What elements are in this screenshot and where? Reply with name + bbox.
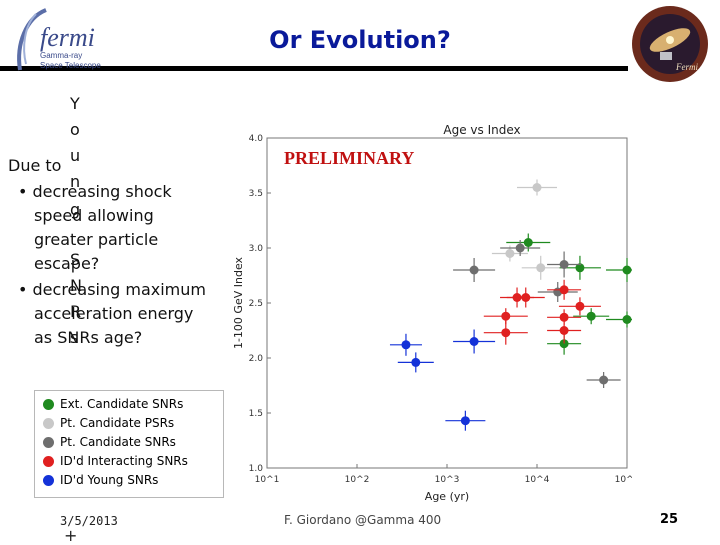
data-point bbox=[521, 293, 531, 302]
page-title: Or Evolution? bbox=[269, 26, 451, 54]
body-line: escape? bbox=[34, 254, 100, 273]
data-point bbox=[536, 263, 546, 273]
vertical-letter: N bbox=[70, 276, 82, 295]
body-line: Due to bbox=[8, 156, 62, 175]
x-tick-label: 10^5 bbox=[615, 475, 632, 485]
y-ticks: 1.0 1.5 2.0 2.5 3.0 3.5 4.0 bbox=[249, 134, 271, 474]
legend-item: ID'd Interacting SNRs bbox=[43, 452, 188, 470]
body-line: greater particle bbox=[34, 230, 159, 249]
footer-date: 3/5/2013 bbox=[60, 514, 118, 528]
data-point bbox=[401, 340, 411, 350]
vertical-letter: g bbox=[70, 200, 81, 219]
chart-legend: Ext. Candidate SNRs Pt. Candidate PSRs P… bbox=[34, 390, 224, 498]
data-point bbox=[559, 285, 569, 295]
data-point bbox=[411, 357, 421, 367]
data-point bbox=[523, 238, 533, 247]
data-point bbox=[599, 375, 609, 385]
legend-dot bbox=[43, 455, 54, 467]
body-line: speed allowing bbox=[34, 206, 154, 225]
footer-presenter: F. Giordano @Gamma 400 bbox=[284, 513, 442, 527]
data-point bbox=[460, 416, 470, 426]
x-ticks: 10^1 10^2 10^3 10^4 10^5 bbox=[255, 464, 632, 485]
y-tick-label: 2.5 bbox=[249, 299, 263, 309]
legend-label: Ext. Candidate SNRs bbox=[60, 397, 184, 411]
vertical-letter: u bbox=[70, 146, 81, 165]
vertical-letter: Y bbox=[70, 94, 80, 113]
y-tick-label: 3.5 bbox=[249, 189, 263, 199]
body-line: acceleration energy bbox=[34, 304, 194, 323]
legend-label: Pt. Candidate SNRs bbox=[60, 435, 176, 449]
title-underline bbox=[0, 66, 628, 71]
y-tick-label: 1.5 bbox=[249, 409, 263, 419]
logo-sub2: Space Telescope bbox=[40, 61, 101, 70]
data-point bbox=[559, 339, 569, 349]
legend-item: Ext. Candidate SNRs bbox=[43, 395, 183, 413]
legend-item: Pt. Candidate SNRs bbox=[43, 433, 176, 451]
x-tick-label: 10^2 bbox=[345, 475, 370, 485]
legend-label: Pt. Candidate PSRs bbox=[60, 416, 175, 430]
data-point bbox=[559, 312, 569, 322]
data-point bbox=[469, 265, 479, 275]
data-point bbox=[575, 301, 585, 311]
mission-badge: Fermi bbox=[632, 6, 708, 82]
data-point bbox=[622, 265, 632, 275]
x-tick-label: 10^3 bbox=[435, 475, 460, 485]
body-line: • decreasing maximum bbox=[18, 280, 206, 299]
logo-swoosh bbox=[17, 8, 47, 71]
chart-title: Age vs Index bbox=[443, 123, 520, 137]
preliminary-label: PRELIMINARY bbox=[284, 148, 414, 168]
data-point bbox=[469, 337, 479, 346]
age-vs-index-chart: Age vs Index PRELIMINARY 1.0 1.5 2.0 2.5 3.0… bbox=[232, 123, 632, 503]
data-points bbox=[389, 179, 632, 431]
footer-plus: + bbox=[64, 526, 78, 545]
legend-dot bbox=[43, 436, 54, 448]
data-point bbox=[622, 315, 632, 324]
data-point bbox=[501, 311, 511, 321]
y-tick-label: 2.0 bbox=[249, 354, 264, 364]
y-tick-label: 4.0 bbox=[249, 134, 264, 144]
data-point bbox=[532, 183, 542, 192]
legend-label: ID'd Interacting SNRs bbox=[60, 454, 188, 468]
y-axis-label: 1-100 GeV Index bbox=[232, 256, 245, 349]
vertical-letter: n bbox=[70, 172, 81, 191]
data-point bbox=[575, 263, 585, 273]
y-tick-label: 3.0 bbox=[249, 244, 264, 254]
data-point bbox=[505, 249, 515, 258]
y-tick-label: 1.0 bbox=[249, 464, 264, 474]
legend-item: Pt. Candidate PSRs bbox=[43, 414, 174, 432]
x-axis-label: Age (yr) bbox=[425, 490, 469, 503]
legend-dot bbox=[43, 417, 54, 429]
data-point bbox=[586, 311, 596, 321]
data-point bbox=[515, 243, 525, 253]
x-tick-label: 10^1 bbox=[255, 475, 280, 485]
vertical-letter: R bbox=[70, 302, 82, 321]
data-point bbox=[559, 260, 569, 269]
body-line: as SNRs age? bbox=[34, 328, 143, 347]
fermi-logo: fermi Gamma-ray Space Telescope bbox=[17, 8, 101, 71]
badge-label: Fermi bbox=[675, 62, 698, 72]
data-point bbox=[501, 328, 511, 338]
logo-name: fermi bbox=[40, 23, 95, 52]
vertical-letter: o bbox=[70, 120, 80, 139]
body-line: • decreasing shock bbox=[18, 182, 172, 201]
logo-sub1: Gamma-ray bbox=[40, 51, 82, 60]
page-number: 25 bbox=[660, 512, 679, 527]
vertical-letter: S bbox=[70, 250, 81, 269]
vertical-letter: s bbox=[70, 328, 79, 347]
legend-label: ID'd Young SNRs bbox=[60, 473, 159, 487]
legend-dot bbox=[43, 398, 54, 410]
plot-area bbox=[266, 137, 628, 469]
data-point bbox=[559, 326, 569, 335]
legend-item: ID'd Young SNRs bbox=[43, 471, 158, 489]
x-tick-label: 10^4 bbox=[525, 475, 550, 485]
legend-dot bbox=[43, 474, 54, 486]
